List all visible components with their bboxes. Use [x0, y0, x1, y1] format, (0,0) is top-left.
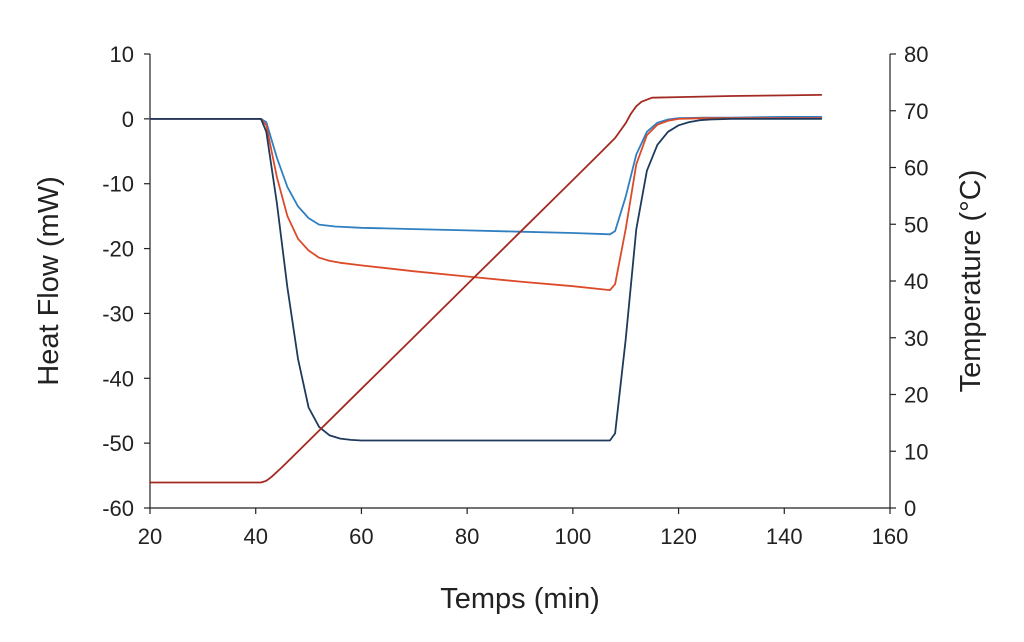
y2-tick-label: 20 [904, 383, 928, 408]
y2-tick-label: 80 [904, 42, 928, 67]
y-tick-label: -30 [102, 301, 134, 326]
y2-tick-label: 30 [904, 326, 928, 351]
x-tick-label: 60 [349, 524, 373, 549]
y-tick-label: -40 [102, 366, 134, 391]
y-tick-label: -20 [102, 237, 134, 262]
y2-tick-label: 40 [904, 269, 928, 294]
y-tick-label: 0 [122, 107, 134, 132]
y2-tick-label: 60 [904, 156, 928, 181]
y2-tick-label: 10 [904, 439, 928, 464]
y-tick-label: -60 [102, 496, 134, 521]
y2-tick-label: 70 [904, 99, 928, 124]
x-axis-title: Temps (min) [440, 583, 600, 615]
y2-tick-label: 50 [904, 212, 928, 237]
series-line-1 [149, 116, 823, 236]
x-tick-label: 100 [554, 524, 591, 549]
series-line-4 [149, 94, 823, 484]
x-tick-label: 20 [138, 524, 162, 549]
y-tick-label: -50 [102, 431, 134, 456]
y-tick-label: -10 [102, 172, 134, 197]
y-tick-label: 10 [110, 42, 134, 67]
x-tick-label: 140 [766, 524, 803, 549]
y-axis-title: Heat Flow (mW) [33, 176, 65, 385]
y2-tick-label: 0 [904, 496, 916, 521]
ticks: 20 40 60 80 100 120 140 160100-10-20-30-40-50-6… [102, 42, 928, 549]
series-layer [149, 94, 823, 484]
y2-axis-title: Temperature (°C) [955, 170, 987, 393]
x-tick-label: 40 [243, 524, 267, 549]
series-line-2 [149, 117, 823, 292]
x-tick-label: 160 [872, 524, 909, 549]
x-tick-label: 80 [455, 524, 479, 549]
series-line-3 [149, 118, 823, 442]
x-tick-label: 120 [660, 524, 697, 549]
